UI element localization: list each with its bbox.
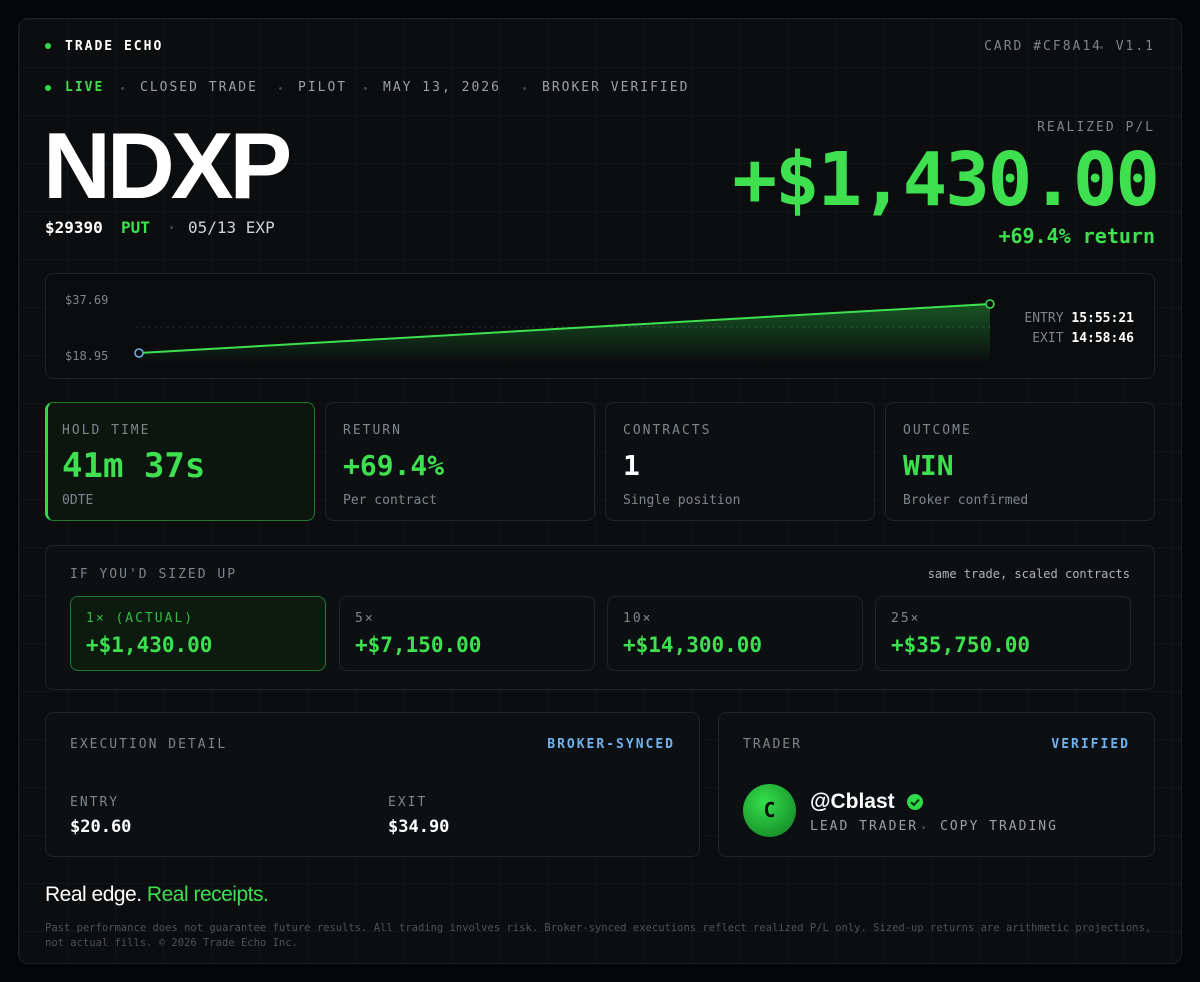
exit-time: 14:58:46 [1071, 331, 1134, 346]
sizing-title: IF YOU'D SIZED UP [70, 567, 238, 582]
entry-point [134, 348, 144, 358]
pnl-amount: +$1,430.00 [732, 137, 1160, 223]
side: PUT [121, 218, 150, 237]
exit-price: $34.90 [388, 817, 450, 837]
area [139, 304, 990, 364]
stat-label: CONTRACTS [623, 423, 712, 438]
entry-label: ENTRY [1024, 311, 1064, 326]
exit-label: EXIT [388, 795, 428, 810]
separator [523, 87, 526, 90]
size-label: 1× (ACTUAL) [86, 611, 195, 626]
pnl-return: +69.4% return [998, 224, 1155, 248]
card-id: CARD #CF8A14 [984, 39, 1102, 54]
stat-sub: Broker confirmed [903, 493, 1029, 508]
separator [121, 87, 124, 90]
live: LIVE [65, 80, 105, 95]
stat-sub: Per contract [343, 493, 437, 508]
exit-label: EXIT [1032, 331, 1064, 346]
stat-value: +69.4% [343, 449, 445, 482]
separator [922, 826, 925, 829]
size-label: 25× [891, 611, 921, 626]
sizing-panel: IF YOU'D SIZED UP same trade, scaled con… [45, 545, 1155, 690]
size-option: 1× (ACTUAL) +$1,430.00 [70, 596, 326, 671]
separator [1100, 46, 1103, 49]
strike: $29390 [45, 218, 103, 237]
size-value: +$7,150.00 [355, 633, 482, 657]
stat-card: CONTRACTS 1 Single position [605, 402, 875, 521]
stat-value: WIN [903, 449, 954, 482]
stat-value: 41m 37s [62, 446, 206, 486]
status-item: CLOSED TRADE [140, 80, 258, 95]
tagline-accent: Real receipts. [146, 883, 269, 906]
live-dot [45, 85, 51, 91]
sizing-note: same trade, scaled contracts [927, 567, 1130, 581]
pnl-label: REALIZED P/L [1037, 120, 1155, 135]
stat-value: 1 [623, 449, 640, 482]
size-option: 10× +$14,300.00 [607, 596, 863, 671]
size-value: +$1,430.00 [86, 633, 213, 657]
avatar: C [743, 784, 796, 837]
size-value: +$14,300.00 [623, 633, 763, 657]
tagline: Real edge. [45, 883, 142, 906]
expiry: 05/13 EXP [188, 218, 275, 237]
trader-role: LEAD TRADER [810, 819, 919, 834]
brand-dot [45, 43, 51, 49]
execution-title: EXECUTION DETAIL [70, 737, 228, 752]
price-line [138, 303, 991, 354]
verified-icon [907, 794, 923, 810]
separator [170, 226, 173, 229]
size-option: 5× +$7,150.00 [339, 596, 595, 671]
size-label: 10× [623, 611, 653, 626]
entry-price: $20.60 [70, 817, 132, 837]
high-label: $37.69 [65, 293, 109, 307]
stat-sub: Single position [623, 493, 741, 508]
entry-label: ENTRY [70, 795, 120, 810]
low-label: $18.95 [65, 349, 109, 363]
exit-point [985, 299, 995, 309]
price-sparkline [134, 299, 995, 364]
execution-badge: BROKER-SYNCED [547, 737, 675, 752]
execution-panel: EXECUTION DETAIL BROKER-SYNCED ENTRY $20… [45, 712, 700, 857]
size-label: 5× [355, 611, 375, 626]
trader-panel: TRADER VERIFIED C @Cblast LEAD TRADER CO… [718, 712, 1155, 857]
trader-handle[interactable]: @Cblast [810, 790, 895, 813]
size-value: +$35,750.00 [891, 633, 1031, 657]
stat-card: HOLD TIME 41m 37s 0DTE [45, 402, 315, 521]
entry-time: 15:55:21 [1071, 311, 1134, 326]
status-item: MAY 13, 2026 [383, 80, 501, 95]
trader-team: COPY TRADING [940, 819, 1058, 834]
separator [364, 87, 367, 90]
trader-title: TRADER [743, 737, 802, 752]
status-item: PILOT [298, 80, 348, 95]
status-item: BROKER VERIFIED [542, 80, 690, 95]
ticker: NDXP [43, 113, 292, 218]
trader-badge: VERIFIED [1051, 737, 1130, 752]
separator [279, 87, 282, 90]
price-chart-panel: $37.69 $18.95 ENTRY 15:55:21 EXIT 14:58:… [45, 273, 1155, 379]
stat-sub: 0DTE [62, 493, 94, 508]
stat-card: RETURN +69.4% Per contract [325, 402, 595, 521]
version: V1.1 [1115, 39, 1155, 54]
stat-label: RETURN [343, 423, 402, 438]
stat-label: HOLD TIME [62, 423, 151, 438]
disclaimer: Past performance does not guarantee futu… [45, 922, 1152, 949]
stat-card: OUTCOME WIN Broker confirmed [885, 402, 1155, 521]
brand: TRADE ECHO [65, 39, 164, 54]
size-option: 25× +$35,750.00 [875, 596, 1131, 671]
stat-label: OUTCOME [903, 423, 972, 438]
